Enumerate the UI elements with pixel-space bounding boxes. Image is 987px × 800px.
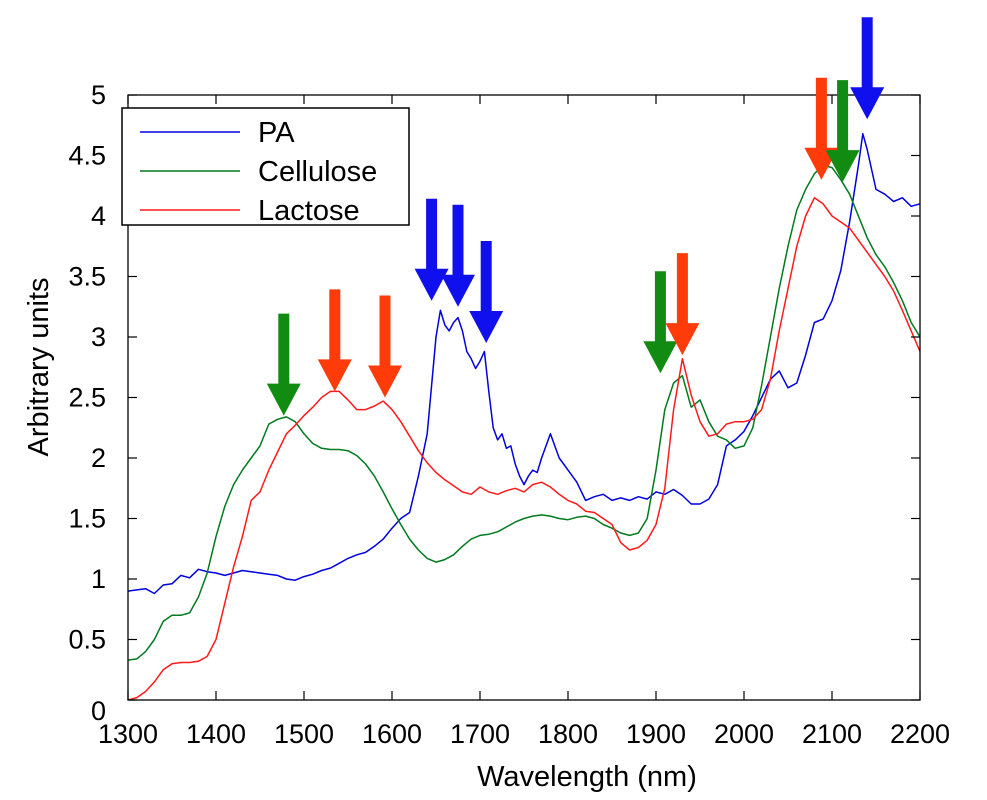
peak-arrow-icon (469, 241, 504, 343)
legend: PA Cellulose Lactose (121, 107, 410, 227)
y-axis-label: Arbitrary units (23, 278, 55, 457)
series-line-cellulose (128, 164, 920, 661)
y-tick-label: 1 (91, 564, 106, 594)
arrows-layer (266, 17, 885, 416)
legend-box (121, 107, 410, 226)
y-tick-label: 2.5 (68, 383, 106, 413)
series-line-pa (128, 132, 920, 595)
legend-label-lactose: Lactose (258, 195, 360, 227)
x-tick-label: 2200 (890, 719, 950, 749)
x-tick-label: 2000 (714, 719, 774, 749)
y-tick-label: 4 (91, 201, 106, 231)
y-tick-label: 0.5 (68, 625, 106, 655)
x-tick-label: 2100 (802, 719, 862, 749)
x-tick-label: 1300 (98, 719, 158, 749)
x-axis-label: Wavelength (nm) (477, 761, 697, 793)
series-line-lactose (128, 197, 920, 700)
y-tick-label: 2 (91, 443, 106, 473)
peak-arrow-icon (441, 204, 475, 307)
x-tick-label: 1600 (362, 719, 422, 749)
peak-arrow-icon (850, 17, 885, 120)
ticks-layer: 1300 1400 1500 1600 1700 1800 1900 2000 2100 2200… (68, 80, 950, 749)
peak-arrow-icon (825, 80, 860, 183)
peak-arrow-icon (266, 313, 301, 416)
y-tick-label: 3.5 (68, 262, 106, 292)
x-tick-label: 1400 (186, 719, 246, 749)
y-tick-label: 0 (91, 696, 106, 726)
peak-arrow-icon (665, 253, 700, 356)
x-tick-label: 1700 (450, 719, 510, 749)
y-tick-label: 3 (91, 322, 106, 352)
x-tick-label: 1500 (274, 719, 334, 749)
x-tick-label: 1900 (626, 719, 686, 749)
legend-label-cellulose: Cellulose (258, 156, 377, 188)
x-tick-label: 1800 (538, 719, 598, 749)
peak-arrow-icon (317, 289, 352, 392)
peak-arrow-icon (414, 198, 449, 301)
legend-label-pa: PA (258, 117, 295, 149)
series-layer (128, 132, 920, 700)
peak-arrow-icon (643, 271, 678, 374)
y-tick-label: 1.5 (68, 504, 106, 534)
peak-arrow-icon (368, 295, 402, 398)
y-tick-label: 4.5 (68, 141, 106, 171)
y-tick-label: 5 (91, 80, 106, 110)
